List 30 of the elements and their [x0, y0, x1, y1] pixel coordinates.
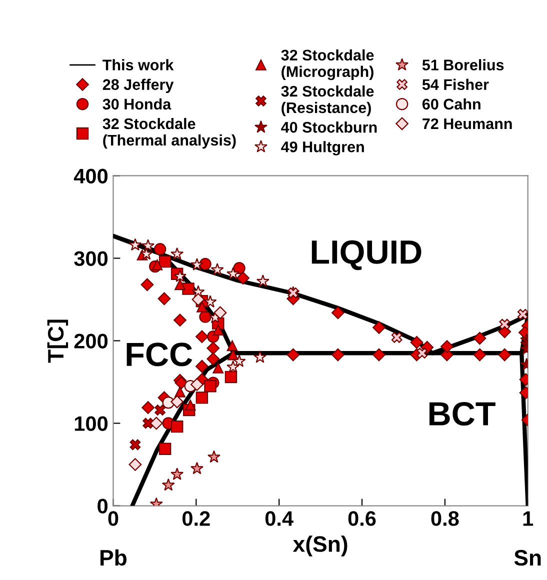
x-tick-label: 0: [108, 511, 118, 526]
legend-label: 30 Honda: [102, 98, 172, 110]
legend-label: 32 Stockdale (Resistance): [281, 85, 374, 116]
x-tick-label: 0.2: [182, 511, 210, 526]
legend-label: 51 Borelius: [422, 59, 504, 70]
text: Sn: [514, 550, 541, 566]
y-axis-title: T[C]: [47, 320, 68, 363]
x-axis-title: x(Sn): [292, 536, 348, 556]
y-tick-label: 300: [74, 251, 108, 266]
legend-label: 49 Hultgren: [281, 141, 364, 156]
y-tick-label: 200: [74, 334, 108, 349]
x-tick-label: 0.4: [265, 511, 294, 526]
x-tick-label: 1: [523, 511, 534, 526]
legend-label: 32 Stockdale (Thermal analysis): [102, 118, 236, 149]
legend-label: This work: [102, 59, 174, 70]
y-tick-label: 100: [74, 416, 108, 432]
text: Pb: [100, 549, 127, 566]
y-tick-label: 0: [98, 498, 108, 514]
legend-label: 60 Cahn: [422, 98, 480, 110]
annotation: LIQUID: [312, 240, 422, 270]
x-tick-label: 0.8: [431, 511, 459, 526]
legend-label: 40 Stockburn: [281, 121, 377, 133]
annotation: FCC: [126, 342, 192, 366]
y-tick-label: 400: [74, 168, 108, 184]
legend-label: 72 Heumann: [422, 118, 512, 130]
legend-label: 54 Fisher: [422, 78, 489, 90]
legend-label: 32 Stockdale (Micrograph): [281, 49, 374, 80]
annotation: BCT: [429, 402, 496, 426]
x-tick-label: 0.6: [348, 511, 376, 526]
legend-label: 28 Jeffery: [102, 78, 174, 94]
